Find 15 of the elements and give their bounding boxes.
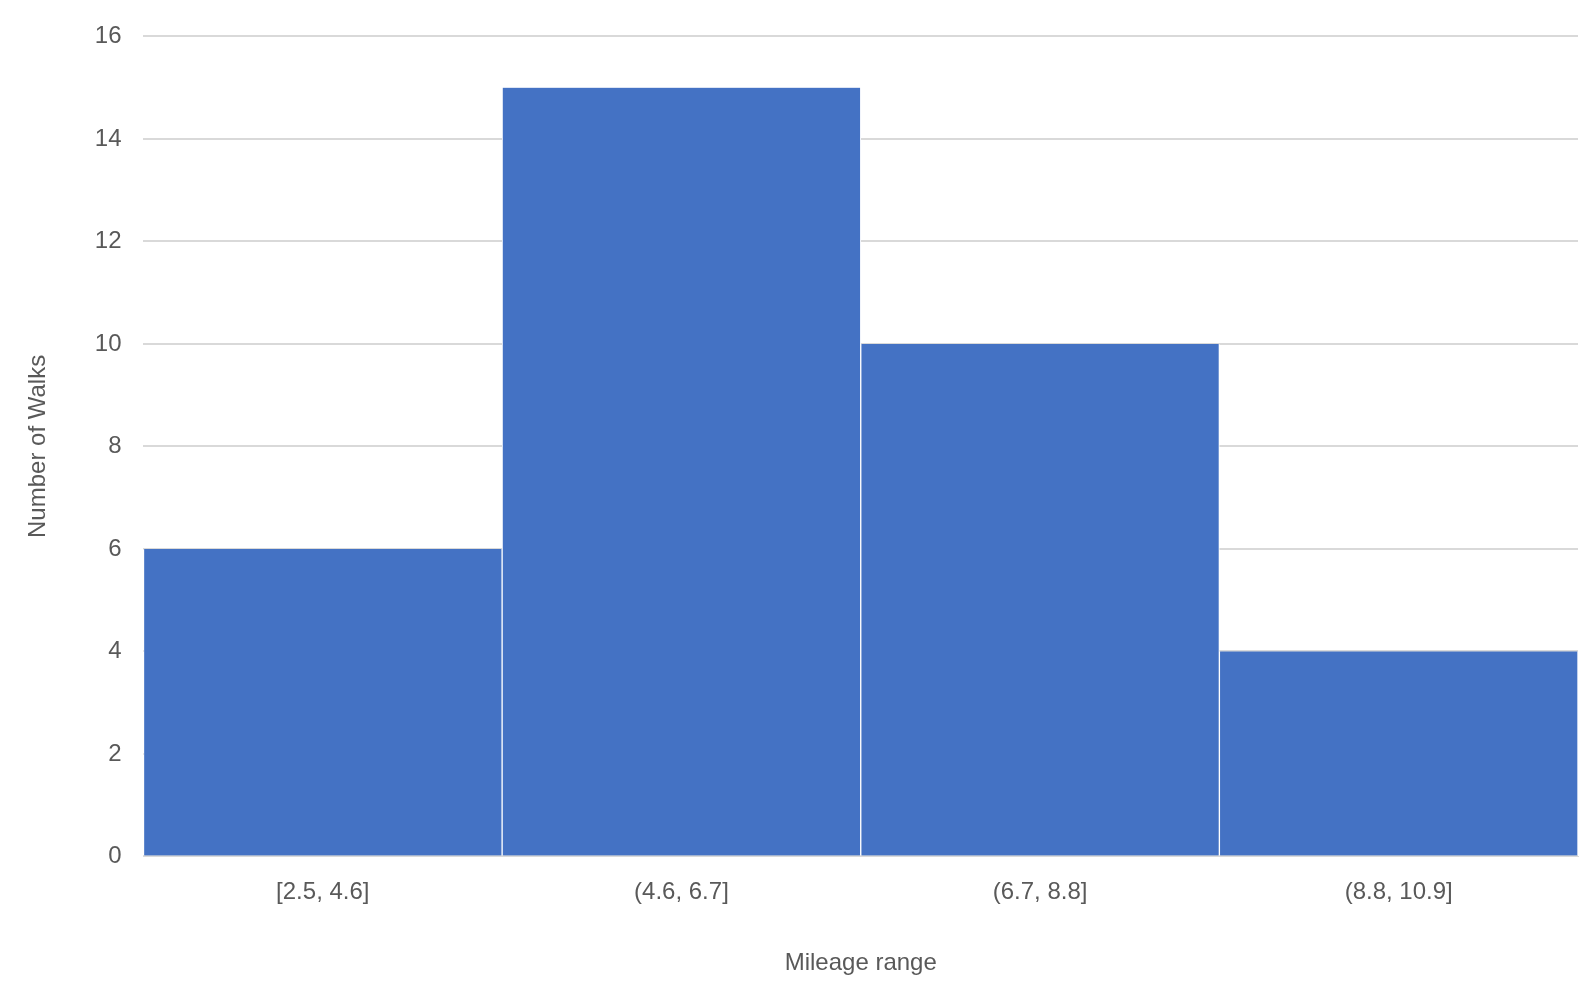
y-tick-label: 8: [108, 431, 122, 459]
y-tick-label: 2: [108, 738, 122, 766]
x-tick-label: [2.5, 4.6]: [276, 877, 370, 905]
x-tick-label: (4.6, 6.7]: [634, 877, 729, 905]
y-axis-title: Number of Walks: [23, 354, 51, 538]
y-tick-label: 4: [108, 636, 122, 664]
y-tick-label: 10: [94, 328, 122, 356]
y-tick-label: 16: [94, 21, 122, 49]
x-tick-label: (6.7, 8.8]: [992, 877, 1088, 905]
y-tick-label: 14: [94, 123, 122, 151]
y-tick-label: 0: [108, 841, 122, 869]
x-axis-title: Mileage range: [784, 948, 937, 976]
y-tick-label: 6: [108, 533, 122, 561]
x-tick-label: (8.8, 10.9]: [1344, 877, 1453, 905]
y-tick-label: 12: [94, 226, 122, 254]
